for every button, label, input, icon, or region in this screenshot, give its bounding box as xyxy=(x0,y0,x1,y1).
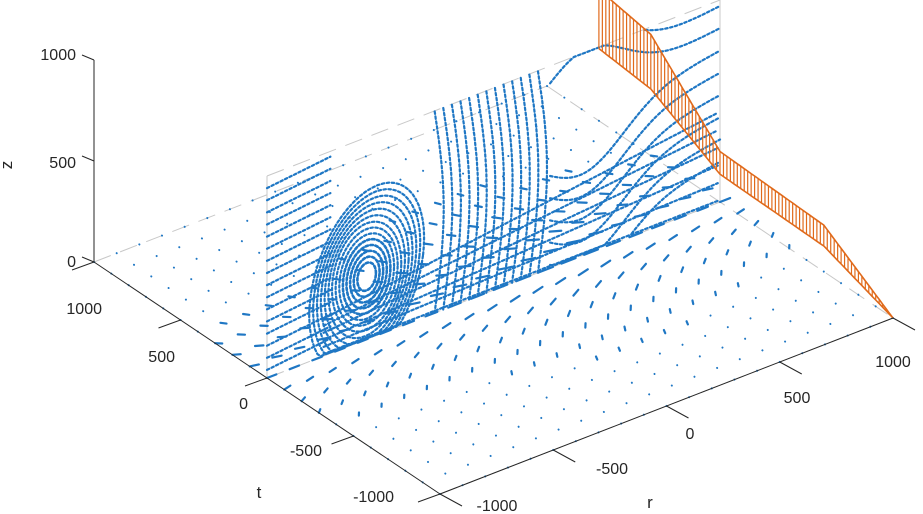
t-tick-label: -500 xyxy=(290,443,322,460)
z-axis-label: z xyxy=(0,161,16,170)
axes xyxy=(71,54,916,507)
t-axis-label: t xyxy=(257,483,262,502)
wall-streamlines xyxy=(265,4,722,371)
r-axis-label: r xyxy=(647,493,653,512)
box-back-edges xyxy=(93,0,894,495)
z-tick-label: 500 xyxy=(49,155,76,172)
t-tick-label: 1000 xyxy=(66,301,102,318)
r-tick-label: 1000 xyxy=(875,354,911,371)
r-tick-label: 500 xyxy=(784,390,811,407)
t-tick-label: -1000 xyxy=(353,489,394,506)
z-tick-label: 0 xyxy=(67,254,76,271)
z-tick-labels: 0 500 1000 xyxy=(40,47,76,271)
r-tick-label: 0 xyxy=(686,426,695,443)
t-tick-label: 500 xyxy=(148,349,175,366)
r-tick-labels: -1000 -500 0 500 1000 xyxy=(477,354,911,514)
z-tick-label: 1000 xyxy=(40,47,76,64)
bridge-curve xyxy=(598,0,894,319)
r-tick-label: -500 xyxy=(596,461,628,478)
t-tick-label: 0 xyxy=(239,396,248,413)
t-tick-labels: 1000 500 0 -500 -1000 xyxy=(66,301,394,506)
r-tick-label: -1000 xyxy=(477,498,518,514)
